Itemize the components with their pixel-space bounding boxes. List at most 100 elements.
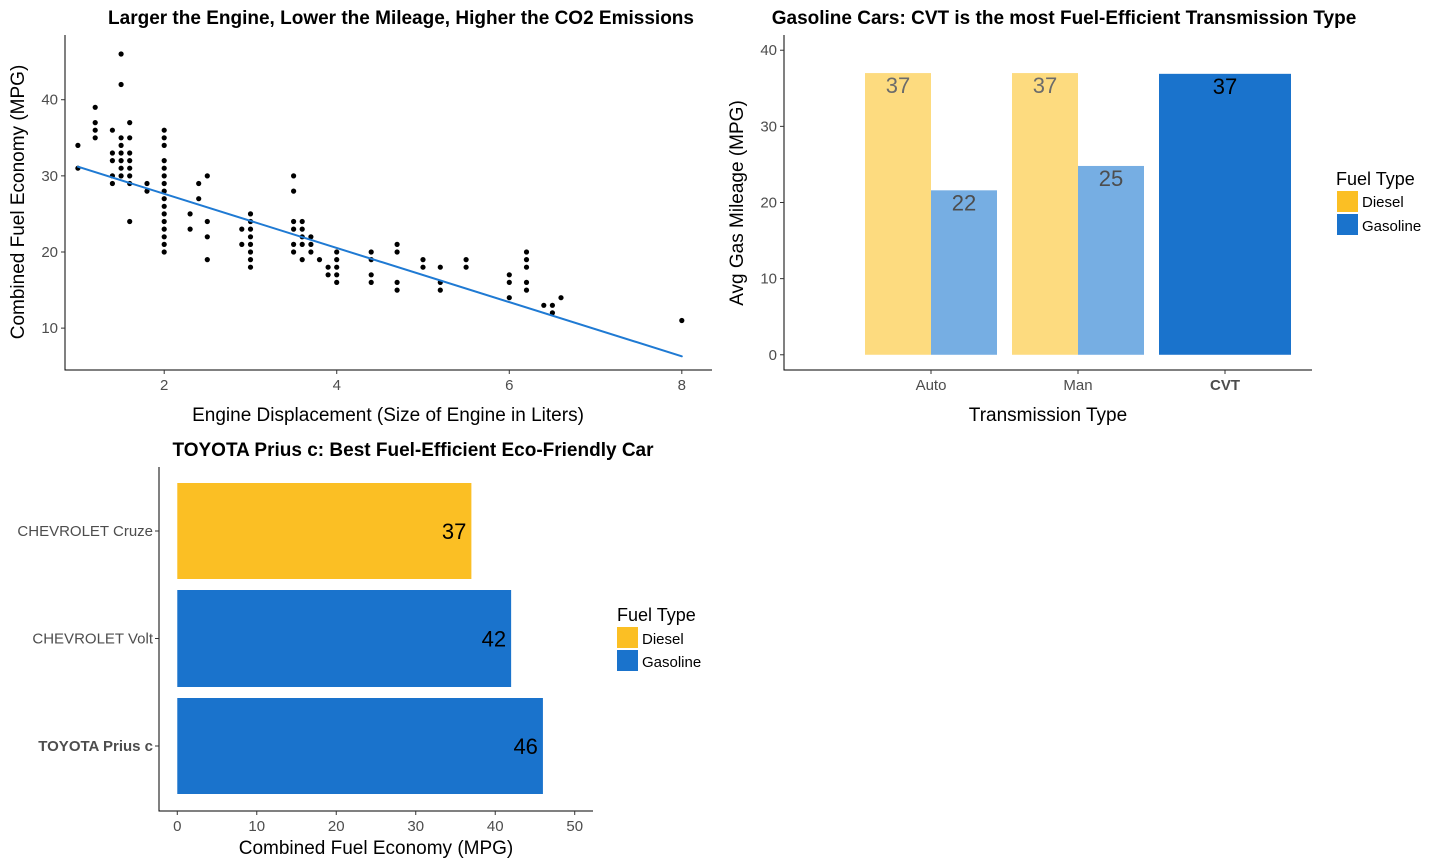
scatter-point	[127, 165, 133, 171]
scatter-point	[558, 295, 564, 301]
scatter-point	[187, 226, 193, 232]
transmission-y-tick-label: 10	[760, 271, 777, 288]
scatter-point	[247, 211, 254, 217]
top-cars-title: TOYOTA Prius c: Best Fuel-Efficient Eco-…	[172, 440, 654, 461]
scatter-point	[523, 249, 530, 255]
top-cars-bar-chart: TOYOTA Prius c: Best Fuel-Efficient Eco-…	[17, 440, 701, 859]
scatter-point	[523, 257, 530, 263]
legend-label-gasoline: Gasoline	[1362, 218, 1421, 235]
scatter-y-tick-label: 30	[41, 168, 58, 185]
top-cars-legend-title: Fuel Type	[617, 605, 696, 625]
scatter-point	[247, 257, 254, 263]
scatter-point	[239, 226, 245, 232]
transmission-bar	[1159, 73, 1291, 355]
scatter-point	[118, 158, 124, 164]
transmission-bar-value-label: 37	[886, 73, 910, 98]
top-cars-x-tick-label: 20	[328, 818, 345, 835]
scatter-point	[127, 120, 133, 126]
scatter-point	[437, 264, 443, 270]
transmission-bar-value-label: 37	[1213, 74, 1237, 99]
top-cars-bar-value-label: 42	[482, 627, 506, 652]
scatter-point	[204, 257, 210, 263]
scatter-point	[109, 127, 115, 133]
scatter-point	[109, 150, 115, 156]
scatter-point	[204, 218, 210, 225]
scatter-point	[161, 211, 167, 217]
transmission-legend: Fuel Type Diesel Gasoline	[1336, 169, 1421, 235]
scatter-point	[679, 317, 685, 324]
scatter-point	[291, 241, 297, 247]
scatter-point	[247, 249, 254, 255]
scatter-point	[161, 218, 167, 225]
scatter-point	[196, 180, 202, 187]
scatter-point	[394, 287, 400, 293]
top-cars-y-tick-label: CHEVROLET Volt	[32, 631, 153, 648]
scatter-x-tick-label: 8	[678, 377, 686, 394]
transmission-bar	[865, 73, 931, 355]
scatter-point	[161, 135, 167, 141]
transmission-x-tick-label: Auto	[916, 377, 947, 394]
scatter-point	[299, 241, 305, 247]
scatter-point	[506, 272, 512, 278]
legend-label-diesel: Diesel	[642, 631, 684, 648]
transmission-bar	[1012, 73, 1078, 355]
scatter-point	[334, 279, 340, 285]
legend-swatch-diesel	[617, 627, 638, 648]
scatter-point	[291, 188, 297, 194]
top-cars-bar	[177, 698, 543, 794]
scatter-point	[549, 302, 556, 308]
transmission-bar	[1078, 165, 1144, 355]
scatter-point	[247, 226, 254, 232]
top-cars-bars: 37 42 46	[177, 483, 543, 794]
scatter-point	[291, 249, 297, 255]
scatter-point	[109, 180, 115, 187]
scatter-y-tick-label: 40	[41, 92, 58, 109]
scatter-point	[239, 241, 245, 247]
scatter-point	[291, 218, 297, 225]
scatter-x-ticks: 2 4 6 8	[160, 370, 686, 394]
top-cars-y-tick-label: TOYOTA Prius c	[38, 738, 153, 755]
transmission-axes	[783, 35, 1312, 371]
scatter-point	[109, 158, 115, 164]
transmission-bar	[931, 190, 997, 355]
legend-label-diesel: Diesel	[1362, 194, 1404, 211]
scatter-point	[127, 135, 133, 141]
scatter-point	[161, 241, 167, 247]
top-cars-bar-value-label: 37	[442, 519, 466, 544]
scatter-point	[334, 249, 340, 255]
scatter-point	[463, 257, 469, 263]
scatter-point	[325, 264, 331, 270]
transmission-y-tick-label: 20	[760, 195, 777, 212]
scatter-point	[308, 249, 314, 255]
scatter-chart: Larger the Engine, Lower the Mileage, Hi…	[8, 8, 712, 426]
transmission-bars: 37 22 37 25 37	[865, 73, 1291, 355]
top-cars-x-tick-label: 40	[487, 818, 504, 835]
scatter-point	[291, 226, 297, 232]
top-cars-bar	[177, 483, 472, 579]
scatter-point	[161, 234, 167, 240]
scatter-point	[247, 241, 254, 247]
top-cars-x-label: Combined Fuel Economy (MPG)	[239, 838, 514, 859]
top-cars-x-tick-label: 10	[248, 818, 265, 835]
scatter-point	[127, 218, 133, 225]
scatter-point	[308, 234, 314, 240]
scatter-point	[161, 127, 167, 133]
scatter-point	[506, 295, 512, 301]
scatter-point	[541, 302, 547, 308]
transmission-y-label: Avg Gas Mileage (MPG)	[727, 100, 748, 306]
scatter-y-ticks: 10 20 30 40	[41, 92, 65, 337]
transmission-bar-chart: Gasoline Cars: CVT is the most Fuel-Effi…	[727, 8, 1421, 426]
top-cars-bar	[177, 590, 512, 687]
scatter-y-label: Combined Fuel Economy (MPG)	[8, 65, 29, 340]
transmission-y-tick-label: 30	[760, 118, 777, 135]
scatter-point	[118, 173, 124, 179]
scatter-point	[161, 173, 167, 179]
scatter-point	[118, 81, 124, 88]
scatter-point	[437, 287, 443, 293]
scatter-x-label: Engine Displacement (Size of Engine in L…	[192, 405, 584, 426]
scatter-y-tick-label: 10	[41, 320, 58, 337]
scatter-trendline	[76, 165, 683, 358]
scatter-point	[334, 264, 340, 270]
scatter-point	[463, 264, 469, 270]
transmission-x-tick-label: CVT	[1210, 377, 1240, 394]
